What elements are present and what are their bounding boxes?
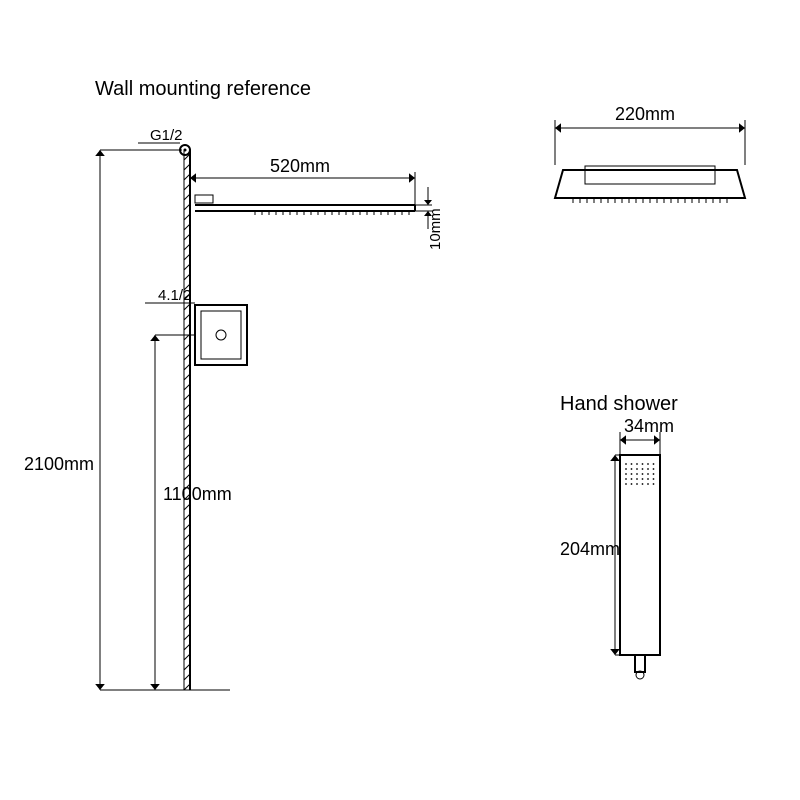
label-204: 204mm [560, 539, 620, 559]
mixer-valve [195, 305, 247, 365]
label-520: 520mm [270, 156, 330, 176]
hand-shower-body [620, 455, 660, 655]
label-412: 4.1/2 [158, 287, 191, 304]
label-220: 220mm [615, 104, 675, 124]
label-1100: 1100mm [163, 484, 232, 504]
cross-section-inner [585, 166, 715, 184]
label-2100: 2100mm [24, 454, 94, 474]
hand-shower-title: Hand shower [560, 393, 678, 415]
label-10: 10mm [427, 208, 444, 250]
wall-mounting-title: Wall mounting reference [95, 78, 311, 100]
label-g12: G1/2 [150, 127, 183, 144]
label-34: 34mm [624, 416, 674, 436]
